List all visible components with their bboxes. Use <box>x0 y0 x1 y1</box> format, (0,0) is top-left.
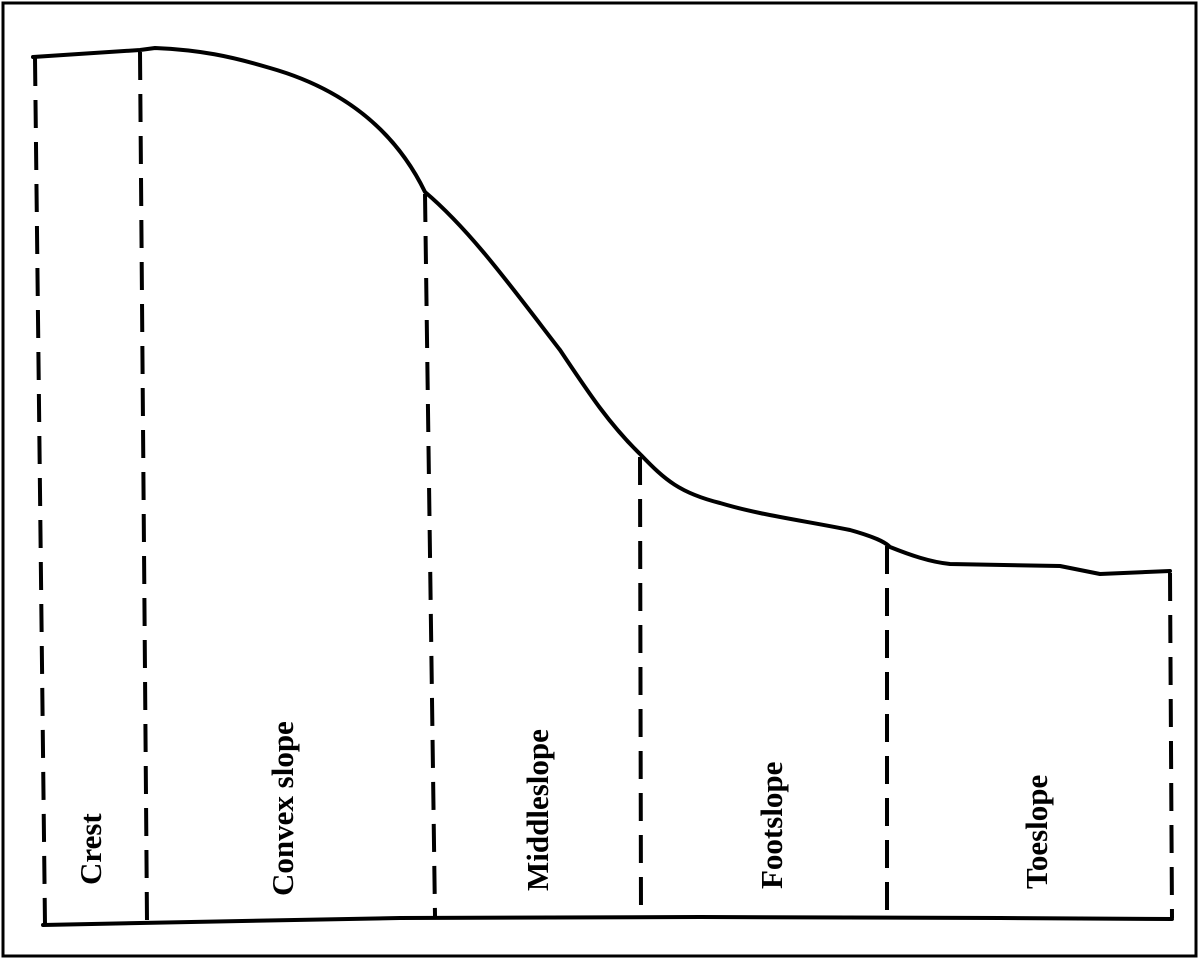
divider-right-edge <box>1168 572 1174 919</box>
zone-label-convex-slope: Convex slope <box>265 721 300 896</box>
zone-label-toeslope: Toeslope <box>1019 775 1054 889</box>
divider-left-edge <box>33 57 47 926</box>
divider-crest-convex <box>138 51 149 922</box>
divider-convex-middle <box>423 193 437 917</box>
zone-label-footslope: Footslope <box>754 762 789 889</box>
slope-profile-curve <box>31 46 1172 576</box>
divider-middle-foot <box>638 456 643 917</box>
zone-dividers <box>33 51 1174 926</box>
baseline <box>41 914 1174 927</box>
zone-label-middleslope: Middleslope <box>520 729 555 891</box>
zone-label-crest: Crest <box>73 813 108 885</box>
